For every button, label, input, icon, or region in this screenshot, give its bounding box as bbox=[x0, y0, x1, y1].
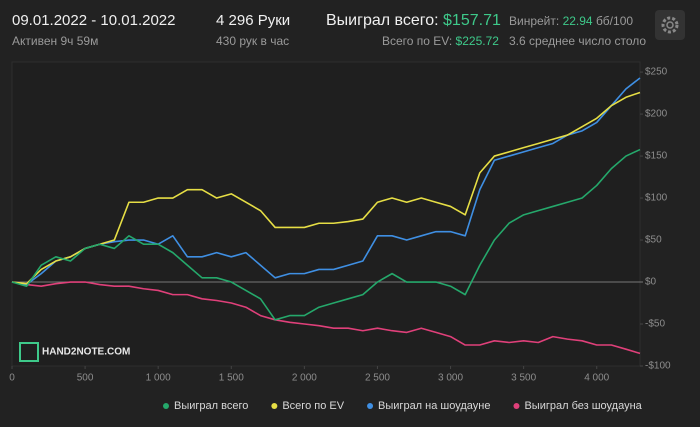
winrate-value: 22.94 bbox=[562, 14, 593, 28]
y-tick-label: -$50 bbox=[645, 319, 665, 330]
x-tick-label: 0 bbox=[9, 373, 15, 384]
watermark-text: HAND2NOTE.COM bbox=[42, 347, 130, 358]
tables: 3.6 среднее число столо bbox=[509, 34, 646, 48]
series-line bbox=[11, 281, 641, 355]
y-tick-label: $150 bbox=[645, 151, 668, 162]
y-tick-label: $50 bbox=[645, 235, 662, 246]
date-range: 09.01.2022 - 10.01.2022 bbox=[12, 12, 176, 29]
series-line bbox=[11, 77, 641, 286]
settings-button[interactable] bbox=[655, 10, 685, 40]
active-time: Активен 9ч 59м bbox=[12, 34, 99, 48]
legend-label: Выиграл на шоудауне bbox=[378, 400, 490, 412]
legend-label: Всего по EV bbox=[282, 400, 344, 412]
logo bbox=[19, 342, 39, 362]
legend-marker bbox=[367, 403, 374, 409]
x-tick-label: 500 bbox=[77, 373, 94, 384]
series-line bbox=[11, 91, 641, 285]
x-tick-label: 2 000 bbox=[292, 373, 317, 384]
x-tick-label: 1 000 bbox=[146, 373, 171, 384]
legend: Выиграл всего Всего по EV Выиграл на шоуда… bbox=[163, 400, 643, 412]
won-total: Выиграл всего: $157.71 bbox=[326, 12, 501, 30]
winrate-unit: бб/100 bbox=[595, 14, 634, 28]
y-tick-label: -$100 bbox=[645, 361, 671, 372]
x-tick-label: 1 500 bbox=[219, 373, 244, 384]
series-line bbox=[11, 148, 641, 321]
gear-icon bbox=[661, 16, 679, 34]
x-tick-label: 3 500 bbox=[511, 373, 536, 384]
y-tick-label: $250 bbox=[645, 67, 668, 78]
y-tick-label: $0 bbox=[645, 277, 657, 288]
hands: 4 296 Руки bbox=[216, 12, 291, 29]
won-label: Выиграл всего: bbox=[326, 12, 439, 29]
winrate-label: Винрейт: bbox=[509, 14, 560, 28]
legend-marker bbox=[513, 403, 520, 409]
legend-label: Выиграл без шоудауна bbox=[524, 400, 642, 412]
legend-marker bbox=[271, 403, 278, 409]
watermark: HAND2NOTE.COM bbox=[19, 342, 130, 362]
won-value: $157.71 bbox=[443, 12, 501, 29]
x-tick-label: 4 000 bbox=[584, 373, 609, 384]
winrate: Винрейт: 22.94 бб/100 bbox=[509, 14, 633, 28]
legend-marker bbox=[163, 403, 169, 409]
y-tick-label: $200 bbox=[645, 109, 668, 120]
legend-label: Выиграл всего bbox=[174, 400, 248, 412]
ev-label: Всего по EV: bbox=[382, 34, 453, 48]
y-tick-label: $100 bbox=[645, 193, 668, 204]
plot-area bbox=[11, 61, 641, 367]
hands-per-hour: 430 рук в час bbox=[216, 34, 290, 48]
x-tick-label: 2 500 bbox=[365, 373, 390, 384]
x-tick-label: 3 000 bbox=[438, 373, 463, 384]
ev-value: $225.72 bbox=[455, 34, 499, 48]
